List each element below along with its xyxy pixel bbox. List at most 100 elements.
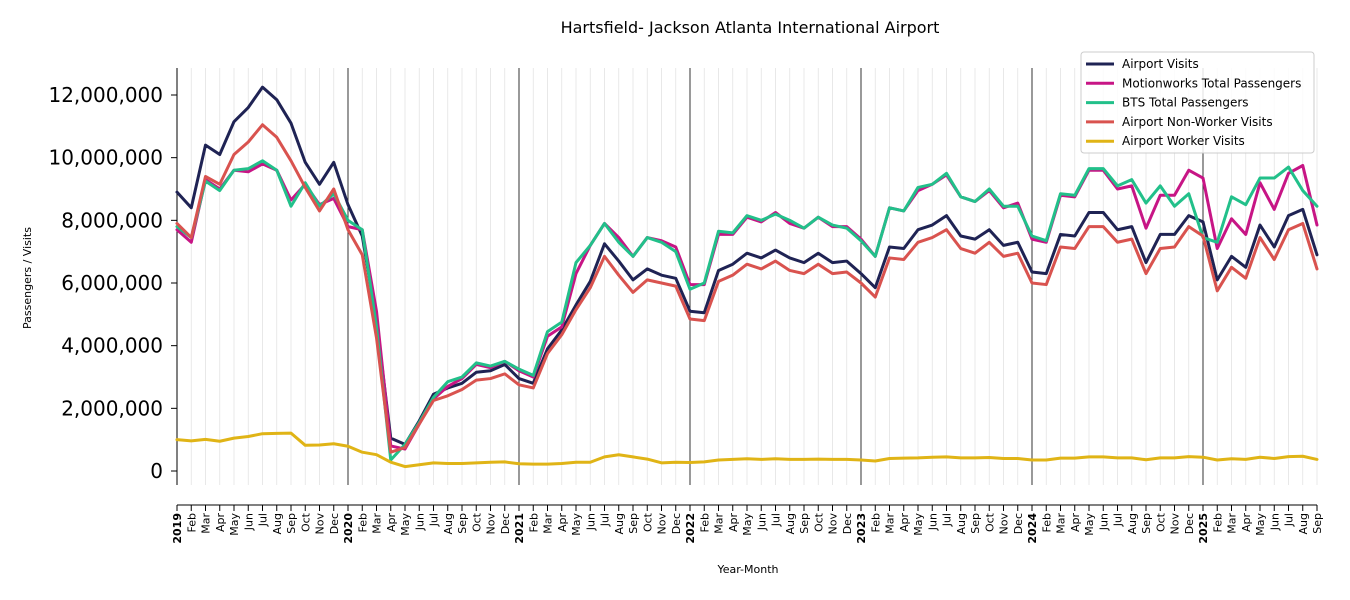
x-tick-label-year: 2022 [684, 513, 697, 544]
x-tick-label: Mar [200, 513, 213, 534]
x-tick-label: Mar [1055, 513, 1068, 534]
x-tick-label: Dec [499, 513, 512, 534]
y-tick-label: 10,000,000 [48, 146, 163, 170]
x-tick-label: Oct [1154, 512, 1167, 532]
series-line-airport-worker-visits [175, 431, 1319, 469]
legend-label-motionworks-total-passengers: Motionworks Total Passengers [1122, 76, 1301, 90]
y-tick-label: 4,000,000 [61, 334, 163, 358]
x-tick-label: Dec [1012, 513, 1025, 534]
x-tick-label: Aug [1297, 513, 1310, 534]
x-tick-label: Oct [470, 512, 483, 532]
x-tick-label-year: 2025 [1197, 513, 1210, 544]
x-tick-label: Aug [271, 513, 284, 534]
legend-label-airport-worker-visits: Airport Worker Visits [1122, 134, 1245, 148]
x-tick-label-year: 2024 [1026, 513, 1039, 544]
x-tick-label: Aug [442, 513, 455, 534]
x-tick-label: Mar [542, 513, 555, 534]
y-tick-label: 6,000,000 [61, 271, 163, 295]
x-tick-label: Feb [869, 513, 882, 532]
x-tick-label-year: 2023 [855, 513, 868, 544]
x-tick-label: Sep [1140, 513, 1153, 534]
y-tick-label: 12,000,000 [48, 83, 163, 107]
x-tick-label: Apr [1069, 513, 1082, 533]
x-tick-label: May [912, 513, 925, 536]
series-line-airport-non-worker-visits [175, 123, 1319, 454]
x-tick-label: Sep [798, 513, 811, 534]
x-tick-label: Jun [584, 513, 597, 531]
x-tick-label: Apr [898, 513, 911, 533]
x-tick-label: Sep [627, 513, 640, 534]
x-tick-label: May [399, 513, 412, 536]
x-tick-label: May [1083, 513, 1096, 536]
x-tick-label: Oct [641, 512, 654, 532]
x-tick-label: Apr [727, 513, 740, 533]
legend-box [1080, 51, 1315, 154]
y-tick-label: 2,000,000 [61, 396, 163, 420]
x-tick-label: Feb [185, 513, 198, 532]
x-tick-label: Sep [456, 513, 469, 534]
x-tick-label: Jul [941, 513, 954, 527]
x-tick-label: May [741, 513, 754, 536]
x-tick-label: Oct [983, 512, 996, 532]
x-tick-label: May [570, 513, 583, 536]
y-tick-label: 0 [150, 459, 163, 483]
y-axis-label: Passengers / Visits [21, 227, 34, 329]
x-tick-label: Jul [428, 513, 441, 527]
x-tick-label: Nov [656, 513, 669, 535]
x-tick-label: Jun [1268, 513, 1281, 531]
x-tick-label: Apr [385, 513, 398, 533]
x-tick-label: Jun [755, 513, 768, 531]
x-tick-label-year: 2020 [342, 513, 355, 544]
x-tick-label: Jul [1112, 513, 1125, 527]
x-tick-label: Dec [328, 513, 341, 534]
chart-title: Hartsfield- Jackson Atlanta Internationa… [560, 18, 940, 37]
labels-layer: Year-Month Passengers / Visits [21, 227, 779, 576]
x-tick-label: Jul [770, 513, 783, 527]
x-tick-label: Sep [1311, 513, 1324, 534]
x-tick-label: Mar [371, 513, 384, 534]
x-tick-label: Nov [314, 513, 327, 535]
x-tick-label: Jun [926, 513, 939, 531]
x-tick-label: Apr [214, 513, 227, 533]
x-tick-label: Apr [1240, 513, 1253, 533]
x-tick-label: Sep [969, 513, 982, 534]
x-tick-label: Jul [599, 513, 612, 527]
x-tick-label: May [1254, 513, 1267, 536]
x-tick-label: Jul [1283, 513, 1296, 527]
x-tick-label: Nov [1169, 513, 1182, 535]
x-tick-label-year: 2021 [513, 513, 526, 544]
x-tick-label: Nov [998, 513, 1011, 535]
axes-layer: 0 2,000,000 4,000,000 6,000,000 8,000,000 10,… [48, 68, 1324, 544]
legend: Airport Visits Motionworks Total Passenge… [1080, 51, 1315, 154]
x-tick-label: Dec [1183, 513, 1196, 534]
x-tick-label: Mar [713, 513, 726, 534]
x-tick-label: Nov [485, 513, 498, 535]
x-tick-label: Sep [285, 513, 298, 534]
series-layer [175, 85, 1319, 469]
x-tick-label: Mar [1226, 513, 1239, 534]
x-tick-label: Jun [413, 513, 426, 531]
series-line-bts-total-passengers [175, 159, 1319, 462]
legend-label-airport-non-worker-visits: Airport Non-Worker Visits [1122, 115, 1273, 129]
x-tick-label: Aug [613, 513, 626, 534]
x-tick-label: Jun [242, 513, 255, 531]
x-tick-label: Jun [1097, 513, 1110, 531]
x-tick-label-year: 2019 [171, 513, 184, 544]
x-tick-label: Aug [784, 513, 797, 534]
x-tick-label: Feb [698, 513, 711, 532]
x-tick-label: Apr [556, 513, 569, 533]
x-tick-label: Aug [1126, 513, 1139, 534]
x-tick-label: Dec [670, 513, 683, 534]
x-axis-label: Year-Month [716, 563, 778, 576]
x-tick-label: Feb [1040, 513, 1053, 532]
grid-layer [176, 68, 1318, 485]
legend-label-airport-visits: Airport Visits [1122, 57, 1199, 71]
x-tick-label: Mar [884, 513, 897, 534]
x-tick-label: Aug [955, 513, 968, 534]
x-tick-label: Feb [527, 513, 540, 532]
x-tick-label: Jul [257, 513, 270, 527]
x-tick-label: Oct [299, 512, 312, 532]
x-tick-label: Feb [1211, 513, 1224, 532]
x-tick-label: Dec [841, 513, 854, 534]
